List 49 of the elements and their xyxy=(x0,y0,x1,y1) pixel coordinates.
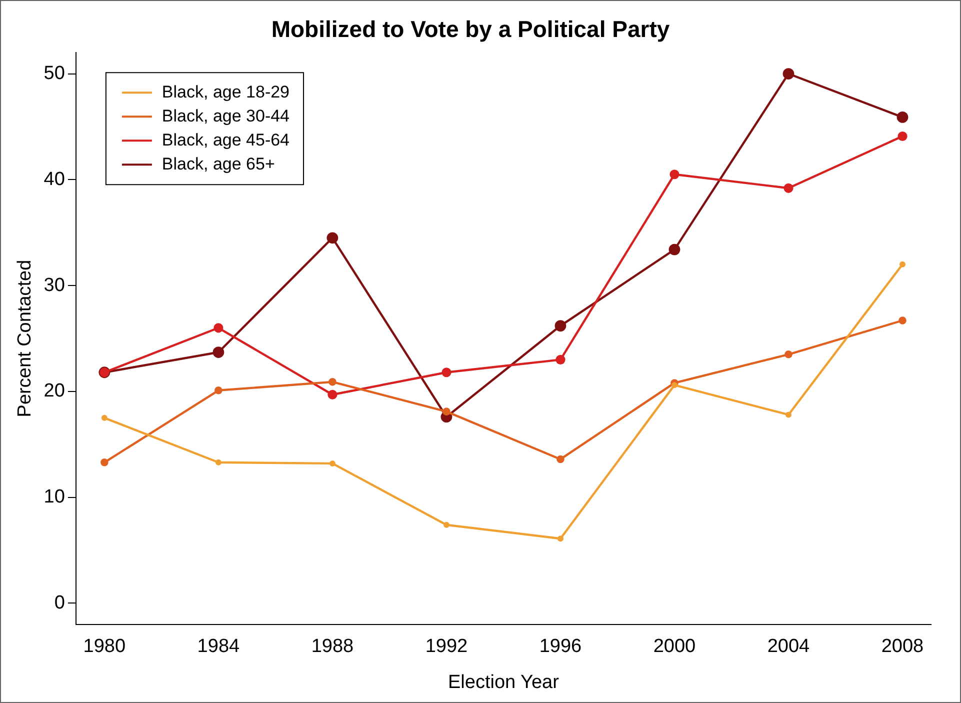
y-tick-label: 40 xyxy=(44,168,65,190)
y-tick-label: 0 xyxy=(54,592,65,614)
point xyxy=(785,412,792,418)
point xyxy=(782,68,794,80)
point xyxy=(557,536,564,542)
point xyxy=(443,522,450,528)
point xyxy=(214,323,224,333)
legend-label: Black, age 30-44 xyxy=(162,106,290,126)
point xyxy=(556,354,566,364)
point xyxy=(326,232,338,244)
point xyxy=(670,170,680,180)
x-tick-label: 1988 xyxy=(311,636,354,658)
legend-label: Black, age 18-29 xyxy=(162,82,290,102)
x-tick-label: 2008 xyxy=(881,636,924,658)
point xyxy=(900,261,906,268)
y-tick-label: 20 xyxy=(44,380,65,402)
point xyxy=(442,368,452,378)
legend-label: Black, age 65+ xyxy=(162,154,275,174)
point xyxy=(100,458,108,466)
point xyxy=(101,414,108,421)
point xyxy=(556,455,564,464)
point xyxy=(214,386,222,394)
point xyxy=(329,460,336,466)
point xyxy=(898,316,906,324)
point xyxy=(784,183,794,193)
chart-title: Mobilized to Vote by a Political Party xyxy=(271,16,670,42)
point xyxy=(212,346,224,358)
point xyxy=(896,111,908,123)
y-tick-label: 30 xyxy=(44,274,65,296)
point xyxy=(328,390,338,400)
x-tick-label: 2004 xyxy=(767,636,810,658)
y-axis-title: Percent Contacted xyxy=(14,260,36,418)
point xyxy=(898,131,908,142)
legend-label: Black, age 45-64 xyxy=(162,130,290,150)
point xyxy=(215,459,222,466)
y-tick-label: 10 xyxy=(44,486,65,508)
point xyxy=(328,378,336,386)
x-tick-label: 2000 xyxy=(653,636,696,658)
x-tick-label: 1980 xyxy=(83,636,126,658)
x-axis-title: Election Year xyxy=(448,672,560,693)
x-tick-label: 1984 xyxy=(197,636,240,658)
point xyxy=(442,408,450,416)
x-tick-label: 1992 xyxy=(425,636,468,658)
point xyxy=(784,350,792,358)
point xyxy=(671,382,678,388)
y-tick-label: 50 xyxy=(44,63,65,84)
x-tick-label: 1996 xyxy=(539,636,582,658)
point xyxy=(554,320,566,332)
point xyxy=(668,244,680,256)
